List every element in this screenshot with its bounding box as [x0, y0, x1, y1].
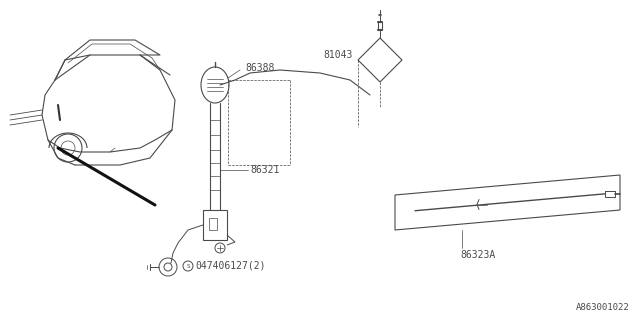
Text: 86321: 86321	[250, 165, 280, 175]
Bar	[209, 218, 217, 230]
Text: 047406127(2): 047406127(2)	[195, 261, 266, 271]
Text: 86323A: 86323A	[460, 250, 495, 260]
Text: 86388: 86388	[245, 63, 275, 73]
Bar	[203, 210, 227, 240]
Text: S: S	[186, 263, 190, 268]
Text: A863001022: A863001022	[576, 303, 630, 312]
Text: 81043: 81043	[324, 50, 353, 60]
